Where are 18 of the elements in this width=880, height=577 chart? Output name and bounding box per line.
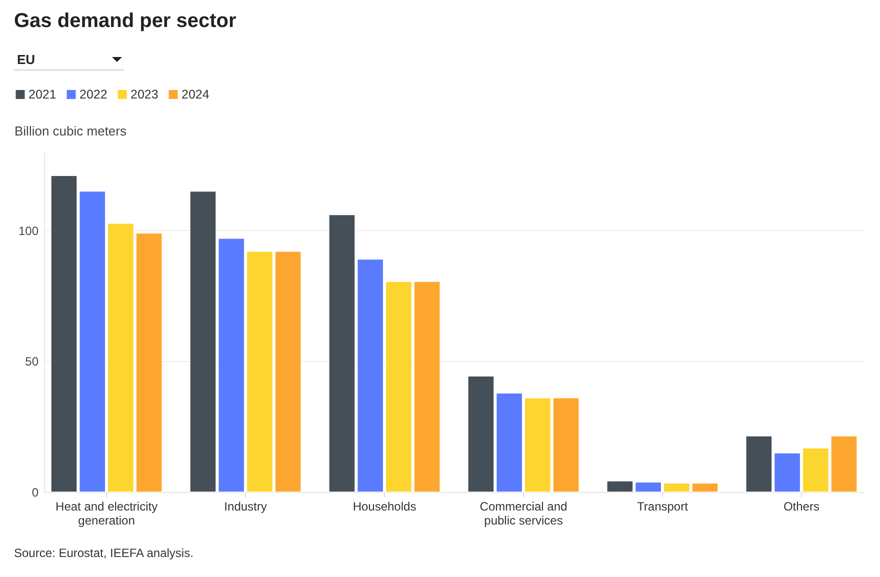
legend-label: 2021 xyxy=(28,88,56,102)
x-tick-label: Heat and electricity generation xyxy=(56,500,158,528)
y-tick-label: 100 xyxy=(18,224,39,238)
legend-label: 2022 xyxy=(80,88,108,102)
chart-title: Gas demand per sector xyxy=(14,10,236,33)
y-axis-title: Billion cubic meters xyxy=(14,124,127,138)
legend-label: 2023 xyxy=(130,88,158,102)
x-tick-label: Commercial and public services xyxy=(480,500,568,528)
chart-subtitle: EU xyxy=(17,52,36,67)
legend-label: 2024 xyxy=(182,88,210,102)
dropdown: EU xyxy=(14,50,124,71)
y-tick-label: 0 xyxy=(32,486,39,500)
source-note: Source: Eurostat, IEEFA analysis. xyxy=(14,546,194,560)
x-tick-label: Transport xyxy=(637,500,689,514)
y-tick-label: 50 xyxy=(25,354,39,369)
x-tick-label: Households xyxy=(352,500,416,514)
x-tick-label: Industry xyxy=(224,500,267,514)
x-tick-label: Others xyxy=(783,500,820,514)
